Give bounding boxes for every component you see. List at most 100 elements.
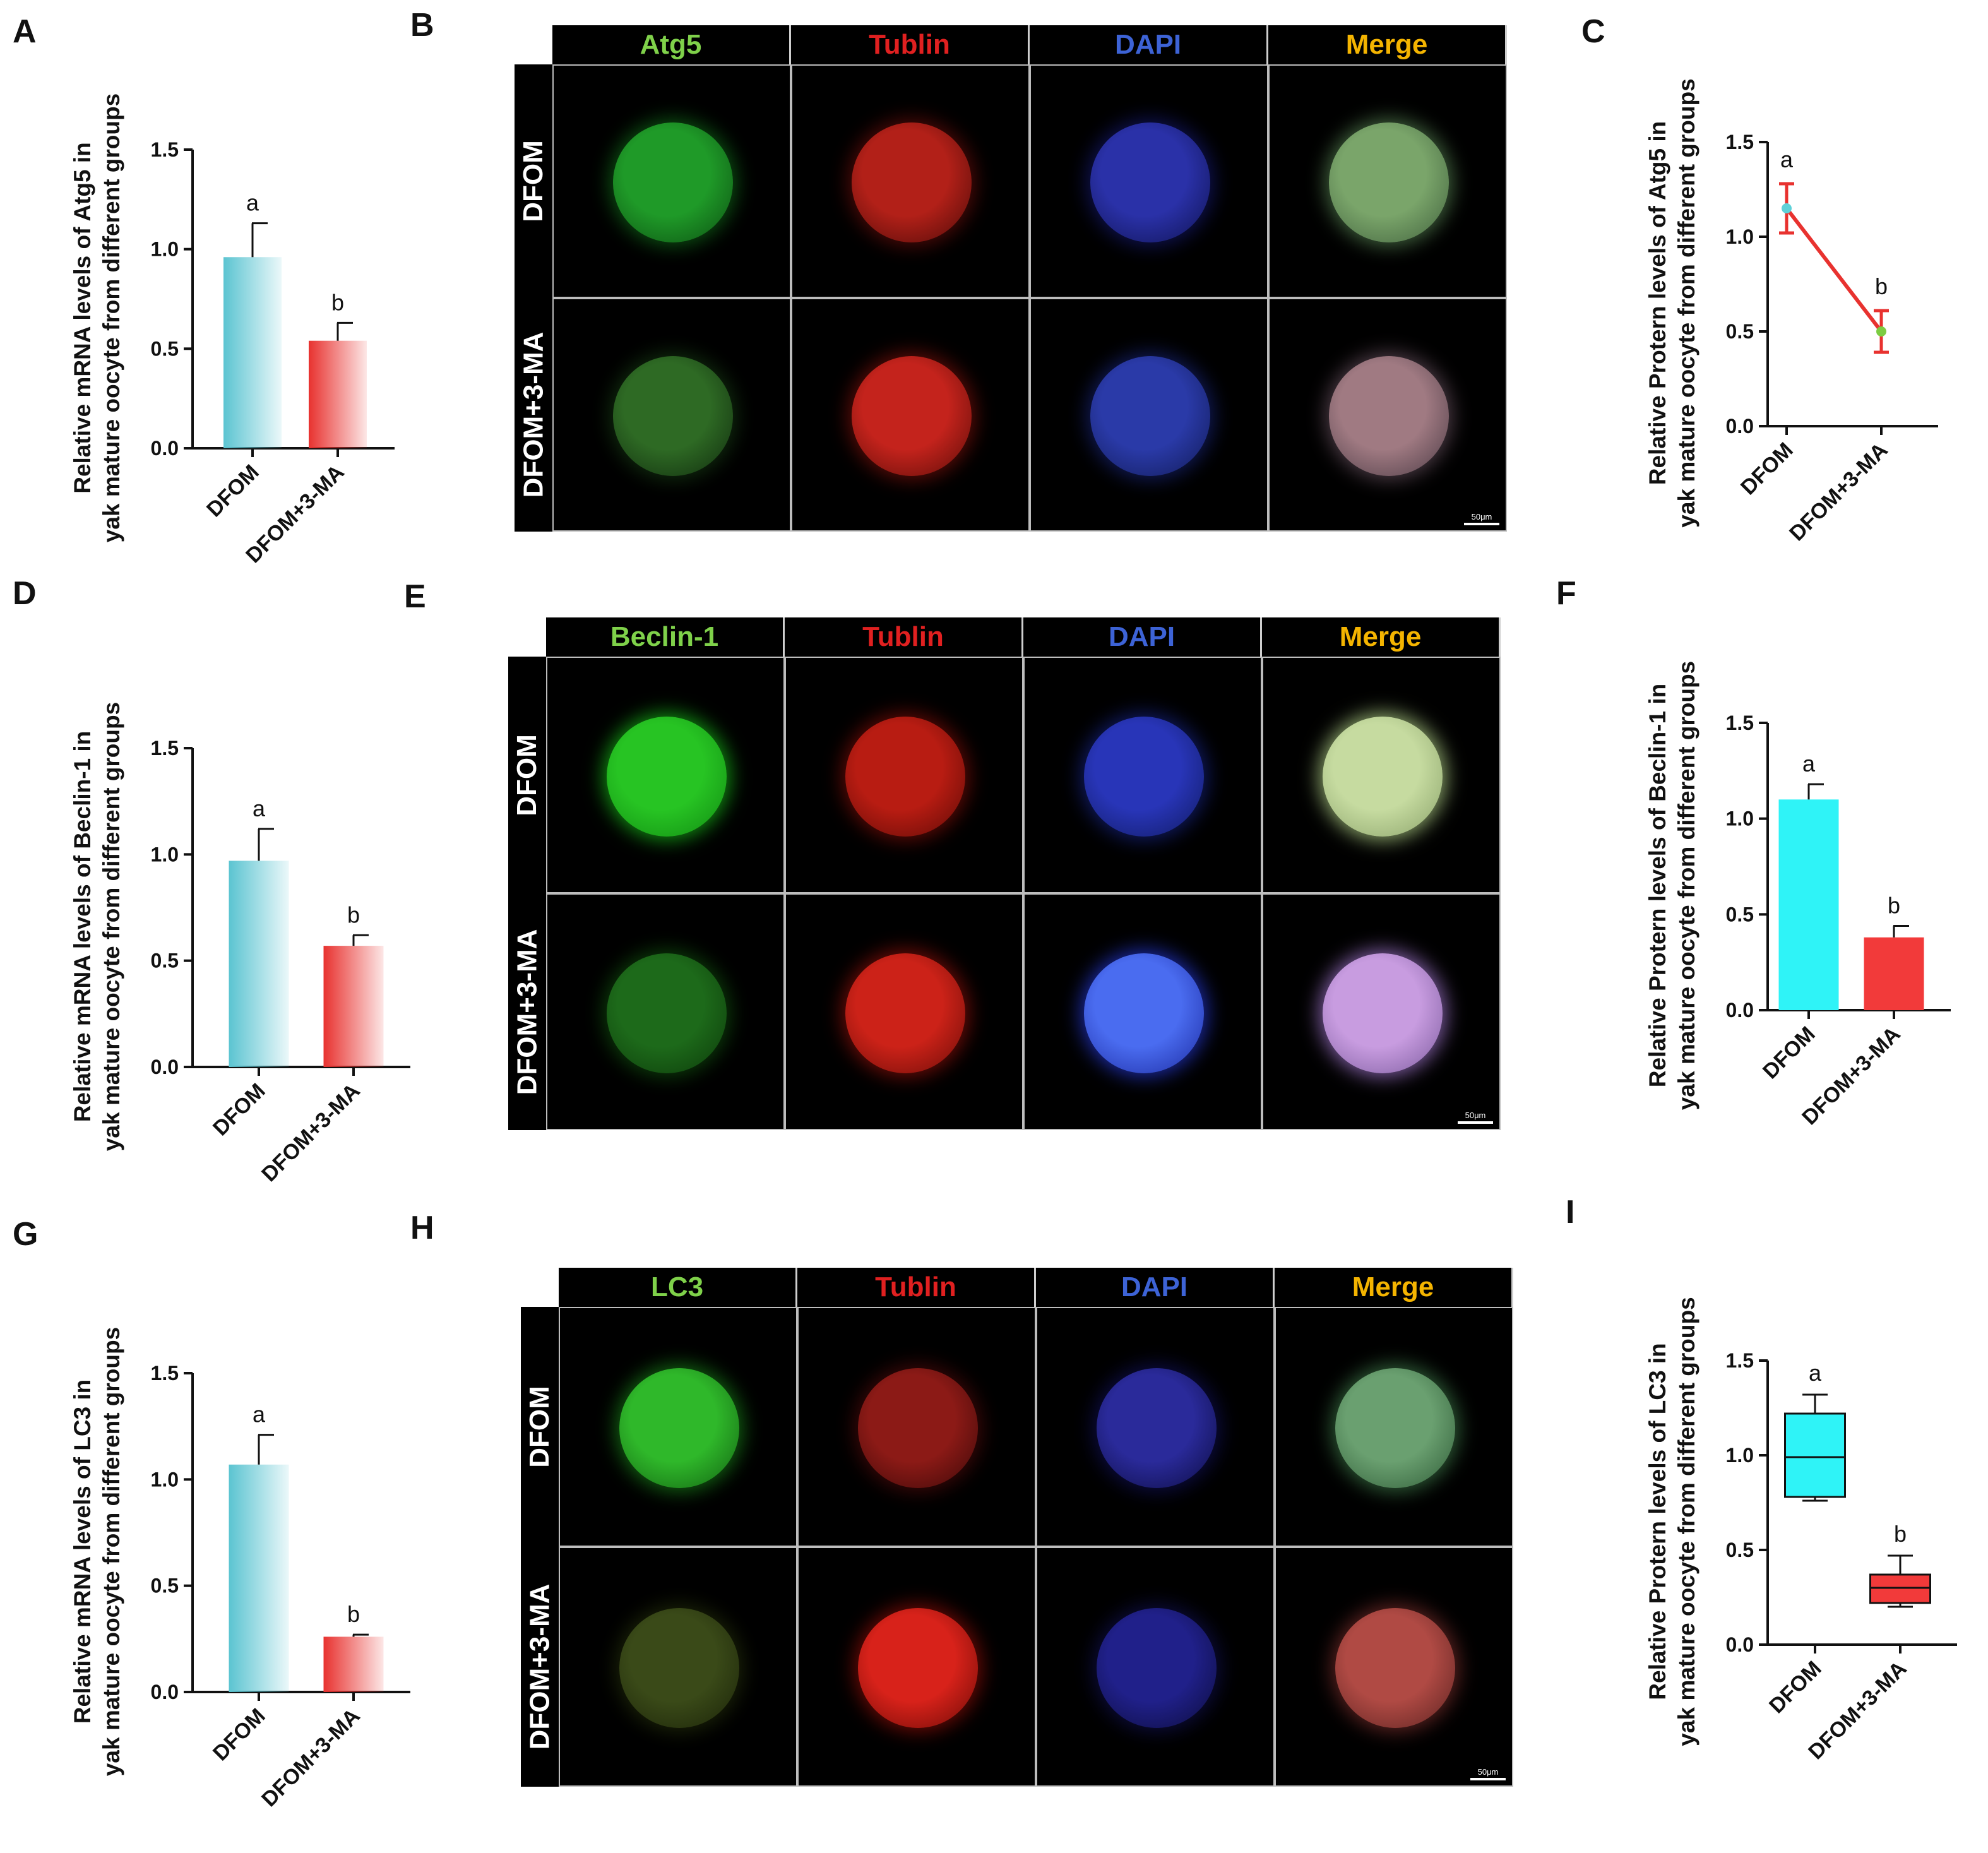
scale-bar-label: 50μm [1471, 512, 1492, 521]
channel-header-tublin: Tublin [791, 25, 1030, 64]
y-tick-label-i: 1.5 [1726, 1349, 1754, 1372]
y-axis-label-f: yak mature oocyte from different groups [1674, 661, 1699, 1110]
significance-letter-a: a [246, 190, 259, 216]
significance-letter-a: b [331, 289, 344, 315]
channel-header-row: LC3 Tublin DAPI Merge [559, 1268, 1513, 1307]
chart-a-atg5-mrna: 0.0 0.5 1.0 1.5 Relative mRNA levels of Atg5… [69, 93, 395, 568]
chart-g-lc3-mrna: 0.0 0.5 1.0 1.5 Relative mRNA levels of LC3 … [69, 1327, 410, 1811]
y-tick-label-f: 1.5 [1726, 712, 1754, 734]
oocyte [619, 1368, 739, 1488]
row-label-text: DFOM+3-MA [511, 929, 542, 1095]
bar-d [323, 946, 384, 1067]
row-label: DFOM [508, 657, 546, 893]
oocyte [613, 122, 733, 242]
micrograph-cell [546, 657, 785, 893]
y-tick-label-c: 0.5 [1726, 320, 1754, 343]
significance-letter-f: a [1802, 751, 1816, 777]
row-label-text: DFOM+3-MA [524, 1583, 555, 1750]
scale-bar: 50μm [1470, 1767, 1506, 1780]
y-tick-label-i: 1.0 [1726, 1444, 1754, 1467]
scale-bar-label: 50μm [1477, 1767, 1499, 1777]
oocyte [1084, 953, 1204, 1073]
panel-letter-h: H [410, 1210, 434, 1246]
y-tick-label-a: 0.0 [151, 437, 179, 460]
panel-letter-g: G [13, 1216, 39, 1253]
oocyte [1323, 953, 1443, 1073]
scale-bar-line [1464, 523, 1499, 525]
channel-header-beclin-1: Beclin-1 [546, 617, 785, 657]
oocyte [1323, 716, 1443, 837]
row-label-text: DFOM+3-MA [518, 331, 549, 498]
micrograph-cell [1036, 1547, 1275, 1787]
y-axis-label-f: Relative Protern levels of Beclin-1 in [1645, 684, 1670, 1088]
row-label-text: DFOM [518, 140, 549, 222]
y-tick-label-i: 0.5 [1726, 1539, 1754, 1561]
channel-header-merge: Merge [1262, 617, 1501, 657]
channel-header-row: Atg5 Tublin DAPI Merge [552, 25, 1507, 64]
micrograph-cell [1262, 657, 1501, 893]
y-axis-label-g: yak mature oocyte from different groups [98, 1327, 124, 1776]
y-tick-label-d: 0.5 [151, 950, 179, 972]
row-label-text: DFOM [524, 1386, 555, 1468]
significance-letter-f: b [1888, 893, 1900, 919]
micrograph-cell [785, 893, 1023, 1130]
box-i [1784, 1412, 1846, 1498]
bar-f [1864, 937, 1924, 1010]
row-label: DFOM [515, 64, 552, 298]
bar-f [1778, 799, 1839, 1010]
bar-a [309, 340, 367, 448]
significance-letter-c: b [1875, 273, 1888, 299]
y-axis-label-a: yak mature oocyte from different groups [98, 93, 124, 542]
oocyte [1097, 1608, 1217, 1728]
channel-header-row: Beclin-1 Tublin DAPI Merge [546, 617, 1501, 657]
micrograph-cell [1023, 657, 1262, 893]
micrograph-cell [559, 1547, 797, 1787]
y-tick-label-c: 1.0 [1726, 225, 1754, 248]
bar-g [229, 1464, 289, 1692]
row-label-text: DFOM [511, 734, 542, 816]
bar-g [323, 1636, 384, 1692]
y-tick-label-g: 1.5 [151, 1362, 179, 1385]
micrograph-cell [785, 657, 1023, 893]
oocyte [1097, 1368, 1217, 1488]
oocyte [1329, 122, 1449, 242]
y-tick-label-c: 0.0 [1726, 415, 1754, 438]
micrograph-cell [797, 1307, 1036, 1547]
x-tick-label-d: DFOM [208, 1079, 270, 1141]
data-point-c [1782, 203, 1792, 213]
oocyte [1329, 356, 1449, 476]
y-tick-label-f: 0.5 [1726, 903, 1754, 926]
chart-i-lc3-protein: 0.0 0.5 1.0 1.5 Relative Protern levels of L… [1645, 1297, 1957, 1764]
micrograph-cell: 50μm [1268, 298, 1507, 532]
y-axis-label-d: yak mature oocyte from different groups [98, 702, 124, 1151]
y-tick-label-i: 0.0 [1726, 1633, 1754, 1656]
oocyte [613, 356, 733, 476]
x-tick-label-g: DFOM+3-MA [257, 1704, 364, 1811]
y-tick-label-f: 1.0 [1726, 807, 1754, 830]
micrograph-cell [1036, 1307, 1275, 1547]
oocyte [1084, 716, 1204, 837]
oocyte [858, 1368, 978, 1488]
y-axis-label-a: Relative mRNA levels of Atg5 in [69, 142, 95, 494]
row-label: DFOM+3-MA [515, 298, 552, 532]
channel-header-atg5: Atg5 [552, 25, 791, 64]
micrograph-cell [552, 64, 791, 298]
oocyte [1090, 356, 1210, 476]
bar-d [229, 861, 289, 1067]
x-tick-label-c: DFOM+3-MA [1785, 438, 1892, 545]
oocyte [1335, 1368, 1455, 1488]
x-tick-label-c: DFOM [1736, 438, 1798, 500]
scale-bar-line [1470, 1778, 1506, 1780]
row-label: DFOM [521, 1307, 559, 1547]
micrograph-cell [1268, 64, 1507, 298]
oocyte [858, 1608, 978, 1728]
oocyte [619, 1608, 739, 1728]
oocyte [852, 356, 972, 476]
row-label: DFOM+3-MA [521, 1547, 559, 1787]
panel-letter-e: E [404, 578, 426, 615]
y-tick-label-a: 0.5 [151, 337, 179, 360]
y-axis-label-d: Relative mRNA levels of Beclin-1 in [69, 731, 95, 1123]
x-tick-label-i: DFOM [1765, 1657, 1826, 1719]
channel-header-dapi: DAPI [1030, 25, 1268, 64]
chart-f-beclin1-protein: 0.0 0.5 1.0 1.5 Relative Protern levels of B… [1645, 661, 1951, 1129]
